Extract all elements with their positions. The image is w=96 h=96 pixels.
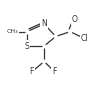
Text: Cl: Cl (81, 34, 88, 43)
Text: F: F (53, 67, 57, 77)
Text: CH₃: CH₃ (7, 29, 18, 34)
Text: S: S (24, 42, 29, 51)
Text: F: F (29, 67, 34, 77)
Text: N: N (41, 19, 47, 29)
Text: O: O (72, 15, 78, 24)
